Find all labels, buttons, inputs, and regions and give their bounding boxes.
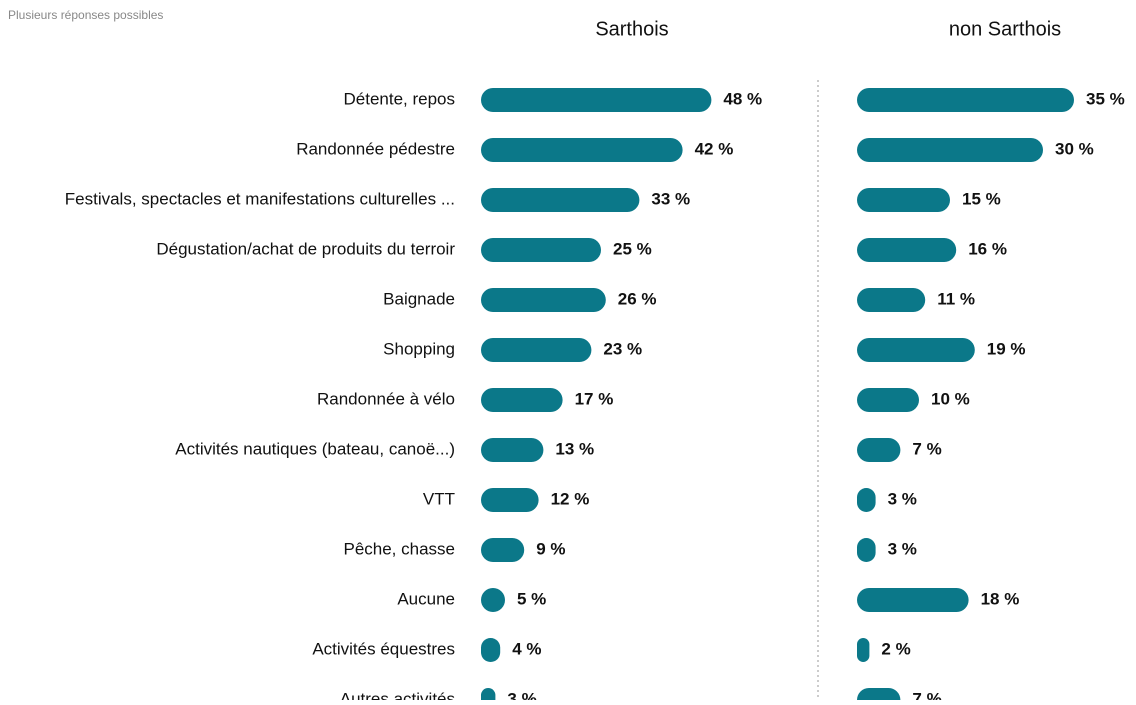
- bar: [481, 338, 592, 362]
- value-label: 19 %: [987, 339, 1026, 358]
- bar: [481, 638, 501, 662]
- note: Plusieurs réponses possibles: [8, 8, 163, 22]
- bar: [857, 138, 1043, 162]
- category-label: Festivals, spectacles et manifestations …: [65, 189, 455, 208]
- value-label: 26 %: [618, 289, 657, 308]
- category-label: Randonnée pédestre: [296, 139, 455, 158]
- bar: [857, 388, 919, 412]
- category-label: Activités équestres: [312, 639, 455, 658]
- bar: [857, 188, 950, 212]
- category-label: Baignade: [383, 289, 455, 308]
- bar: [481, 588, 505, 612]
- value-label: 18 %: [981, 589, 1020, 608]
- bar: [857, 238, 957, 262]
- series-title: Sarthois: [595, 18, 668, 40]
- value-label: 3 %: [507, 689, 536, 700]
- bar: [481, 188, 640, 212]
- value-label: 3 %: [888, 489, 917, 508]
- value-label: 7 %: [912, 689, 941, 700]
- value-label: 35 %: [1086, 89, 1125, 108]
- value-label: 23 %: [603, 339, 642, 358]
- value-label: 33 %: [651, 189, 690, 208]
- category-label: Shopping: [383, 339, 455, 358]
- value-label: 9 %: [536, 539, 565, 558]
- category-label: VTT: [423, 489, 455, 508]
- bar: [857, 638, 870, 662]
- bar: [481, 138, 683, 162]
- value-label: 2 %: [881, 639, 910, 658]
- value-label: 10 %: [931, 389, 970, 408]
- bar: [481, 88, 712, 112]
- bar: [857, 338, 975, 362]
- bar: [857, 438, 901, 462]
- value-label: 17 %: [575, 389, 614, 408]
- value-label: 5 %: [517, 589, 546, 608]
- value-label: 15 %: [962, 189, 1001, 208]
- series-title: non Sarthois: [949, 18, 1061, 40]
- value-label: 11 %: [937, 289, 975, 308]
- category-label: Randonnée à vélo: [317, 389, 455, 408]
- category-label: Activités nautiques (bateau, canoë...): [175, 439, 455, 458]
- value-label: 25 %: [613, 239, 652, 258]
- bar: [481, 388, 563, 412]
- bar: [481, 438, 544, 462]
- value-label: 16 %: [968, 239, 1007, 258]
- category-label: Détente, repos: [343, 89, 455, 108]
- value-label: 3 %: [888, 539, 917, 558]
- value-label: 4 %: [512, 639, 541, 658]
- category-label: Aucune: [397, 589, 455, 608]
- bar: [857, 688, 901, 705]
- value-label: 48 %: [723, 89, 762, 108]
- value-label: 7 %: [912, 439, 941, 458]
- bar: [481, 238, 601, 262]
- bar: [481, 538, 525, 562]
- category-label: Pêche, chasse: [343, 539, 455, 558]
- bar: [857, 88, 1074, 112]
- value-label: 12 %: [551, 489, 590, 508]
- category-label: Dégustation/achat de produits du terroir: [156, 239, 455, 258]
- category-label: Autres activités: [340, 689, 455, 700]
- value-label: 42 %: [695, 139, 734, 158]
- bar: [857, 588, 969, 612]
- bar: [857, 288, 926, 312]
- bar: [481, 688, 496, 705]
- value-label: 30 %: [1055, 139, 1094, 158]
- bar: [857, 488, 876, 512]
- bar: [857, 538, 876, 562]
- value-label: 13 %: [555, 439, 594, 458]
- bar: [481, 488, 539, 512]
- bar: [481, 288, 606, 312]
